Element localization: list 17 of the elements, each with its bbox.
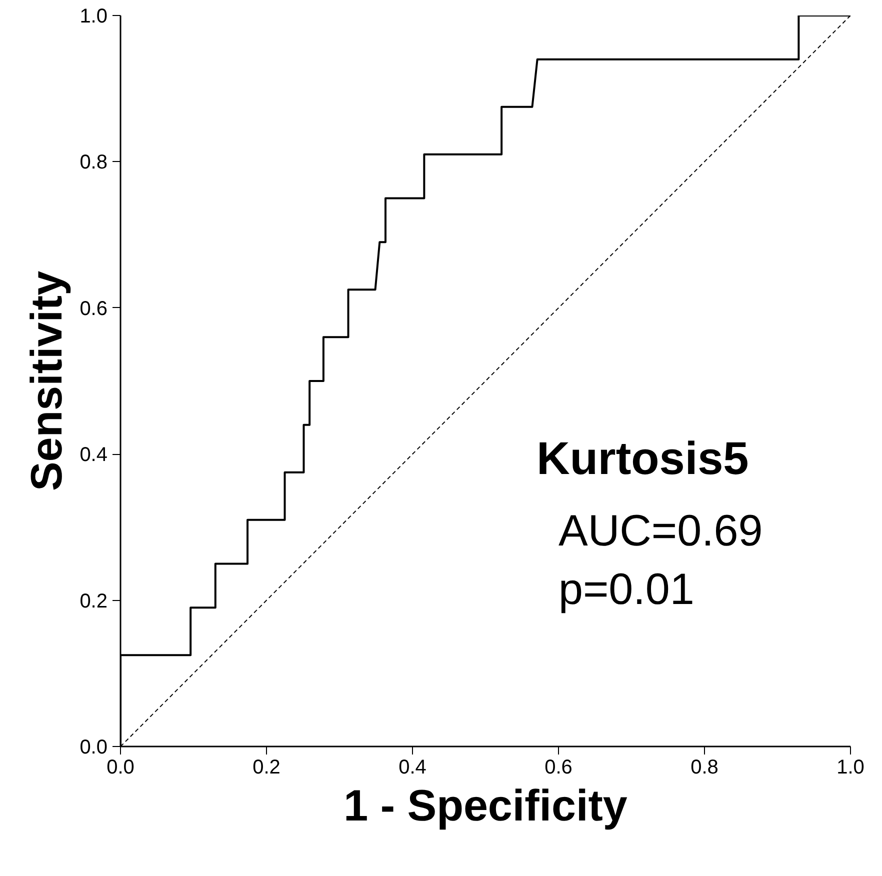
y-tick-label: 1.0 [80, 6, 108, 28]
y-tick-label: 0.8 [80, 152, 108, 174]
x-tick-label: 0.0 [106, 756, 134, 778]
x-tick-label: 0.8 [690, 756, 718, 778]
x-tick-label: 0.2 [252, 756, 280, 778]
annotation: AUC=0.69 [558, 506, 763, 556]
x-tick-label: 0.4 [398, 756, 426, 778]
y-tick-label: 0.6 [80, 298, 108, 320]
x-tick-label: 1.0 [836, 756, 864, 778]
annotation: p=0.01 [558, 564, 694, 614]
x-axis-title: 1 - Specificity [344, 782, 628, 830]
annotation: Kurtosis5 [536, 432, 749, 484]
y-tick-label: 0.2 [80, 590, 108, 612]
y-tick-label: 0.0 [80, 736, 108, 758]
x-tick-label: 0.6 [544, 756, 572, 778]
y-axis-title: Sensitivity [22, 270, 72, 492]
y-tick-label: 0.4 [80, 444, 108, 466]
